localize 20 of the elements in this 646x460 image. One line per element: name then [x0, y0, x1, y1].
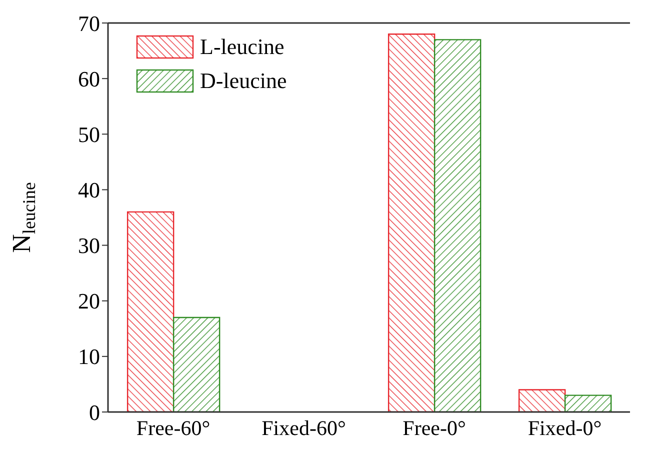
bar [518, 389, 566, 412]
x-tick-label: Free-0° [402, 416, 466, 440]
legend-label: L-leucine [200, 34, 284, 60]
x-tick-label: Fixed-60° [262, 416, 346, 440]
y-tick-label: 0 [89, 400, 100, 425]
y-tick-label: 70 [78, 10, 100, 36]
bar [564, 394, 612, 412]
legend-label: D-leucine [200, 68, 287, 94]
y-tick-label: 60 [78, 66, 100, 92]
bar [126, 211, 174, 412]
bar [172, 316, 220, 412]
x-tick-label: Free-60° [136, 416, 210, 440]
y-tick-label: 40 [78, 178, 100, 203]
y-tick-label: 10 [78, 344, 100, 370]
y-tick-label: 30 [78, 233, 100, 258]
bar [434, 39, 482, 412]
bar [388, 34, 436, 412]
y-tick-label: 20 [78, 288, 100, 314]
x-tick-label: Fixed-0° [528, 416, 602, 440]
y-tick-label: 50 [78, 122, 100, 147]
